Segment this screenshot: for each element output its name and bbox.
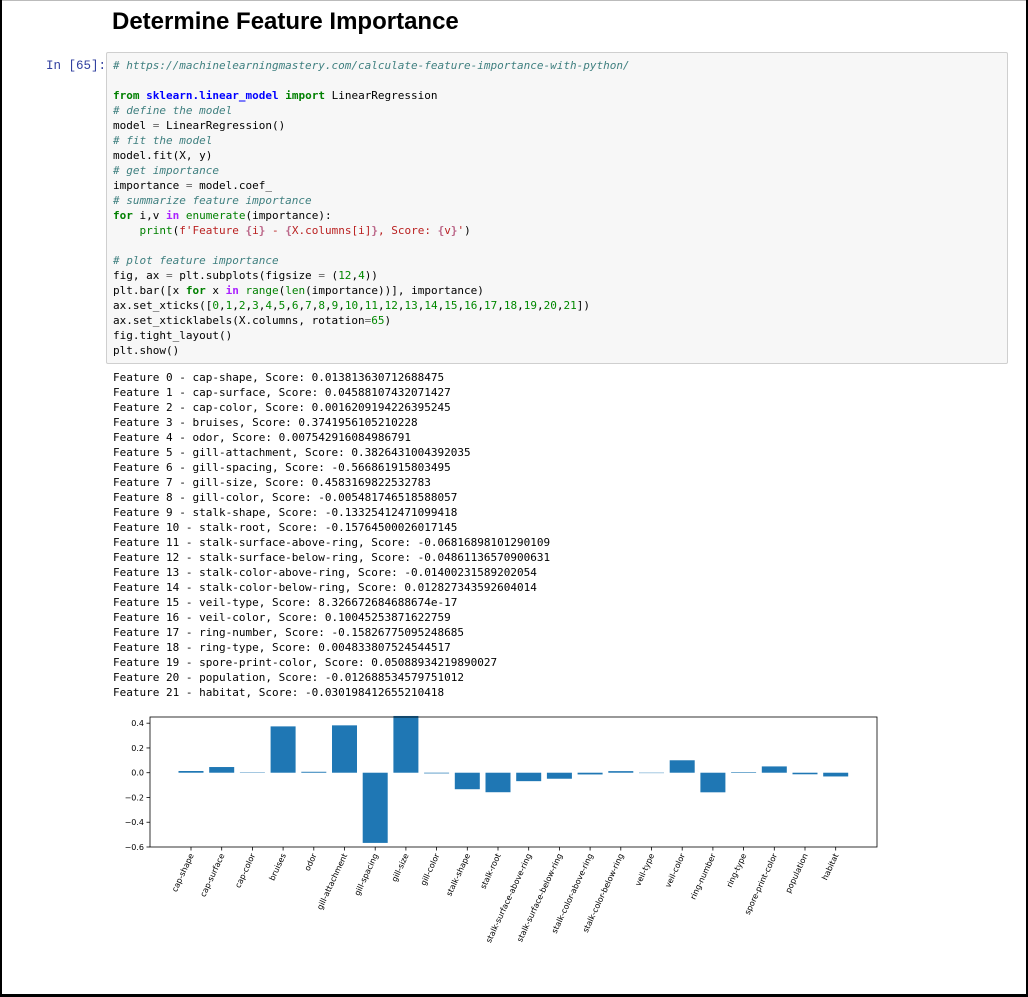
bar bbox=[700, 772, 726, 793]
x-tick-label: cap-shape bbox=[170, 852, 196, 893]
output-line: Feature 14 - stalk-color-below-ring, Sco… bbox=[113, 581, 537, 594]
code-line: fig, ax = plt.subplots(figsize = (12,4)) bbox=[113, 269, 378, 282]
output-line: Feature 18 - ring-type, Score: 0.0048338… bbox=[113, 641, 451, 654]
output-line: Feature 17 - ring-number, Score: -0.1582… bbox=[113, 626, 464, 639]
output-line: Feature 1 - cap-surface, Score: 0.045881… bbox=[113, 386, 451, 399]
output-line: Feature 4 - odor, Score: 0.0075429160849… bbox=[113, 431, 412, 444]
frame-bottom-border bbox=[0, 994, 1028, 997]
code-line: model = LinearRegression() bbox=[113, 119, 286, 132]
x-tick-label: population bbox=[784, 852, 810, 894]
code-line: for i,v in enumerate(importance): bbox=[113, 209, 332, 222]
frame-left-border bbox=[0, 0, 2, 997]
bar bbox=[301, 771, 327, 773]
output-line: Feature 5 - gill-attachment, Score: 0.38… bbox=[113, 446, 471, 459]
y-tick-label: −0.4 bbox=[125, 818, 144, 827]
x-tick-label: ring-type bbox=[725, 852, 749, 889]
output-line: Feature 20 - population, Score: -0.01268… bbox=[113, 671, 464, 684]
code-line: ax.set_xticks([0,1,2,3,4,5,6,7,8,9,10,11… bbox=[113, 299, 590, 312]
code-line: importance = model.coef_ bbox=[113, 179, 272, 192]
output-line: Feature 8 - gill-color, Score: -0.005481… bbox=[113, 491, 458, 504]
x-tick-label: cap-surface bbox=[199, 852, 227, 898]
code-line: plt.bar([x for x in range(len(importance… bbox=[113, 284, 484, 297]
bar bbox=[792, 772, 818, 775]
x-tick-label: habitat bbox=[820, 852, 840, 882]
y-tick-label: −0.2 bbox=[125, 793, 144, 802]
x-tick-label: gill-attachment bbox=[315, 852, 349, 911]
bar bbox=[424, 772, 450, 774]
bar bbox=[485, 772, 511, 793]
code-line: plt.show() bbox=[113, 344, 180, 357]
output-line: Feature 0 - cap-shape, Score: 0.01381363… bbox=[113, 371, 445, 384]
cell-output-stream: Feature 0 - cap-shape, Score: 0.01381363… bbox=[113, 370, 550, 700]
output-line: Feature 3 - bruises, Score: 0.3741956105… bbox=[113, 416, 418, 429]
y-tick-label: −0.6 bbox=[125, 843, 144, 852]
bar bbox=[393, 715, 419, 773]
bar bbox=[669, 760, 695, 773]
code-line: fig.tight_layout() bbox=[113, 329, 233, 342]
bar bbox=[823, 772, 849, 777]
x-tick-label: gill-spacing bbox=[353, 852, 380, 897]
code-line: # get importance bbox=[113, 164, 219, 177]
code-line: # summarize feature importance bbox=[113, 194, 312, 207]
frame-right-border bbox=[1026, 0, 1028, 997]
x-tick-label: gill-color bbox=[419, 851, 442, 887]
code-line: print(f'Feature {i} - {X.columns[i]}, Sc… bbox=[139, 224, 471, 237]
bar bbox=[546, 772, 572, 779]
x-tick-label: stalk-shape bbox=[444, 852, 472, 898]
x-tick-label: veil-color bbox=[663, 851, 687, 889]
output-line: Feature 16 - veil-color, Score: 0.100452… bbox=[113, 611, 451, 624]
output-line: Feature 6 - gill-spacing, Score: -0.5668… bbox=[113, 461, 451, 474]
markdown-heading: Determine Feature Importance bbox=[112, 8, 459, 35]
code-line: # plot feature importance bbox=[113, 254, 279, 267]
y-tick-label: 0.4 bbox=[131, 719, 144, 728]
x-tick-label: stalk-root bbox=[479, 852, 503, 890]
bar bbox=[270, 726, 296, 773]
y-tick-label: 0.0 bbox=[131, 769, 144, 778]
output-line: Feature 10 - stalk-root, Score: -0.15764… bbox=[113, 521, 458, 534]
bar bbox=[608, 771, 634, 773]
x-tick-label: odor bbox=[303, 851, 319, 872]
cell-prompt: In [65]: bbox=[46, 59, 107, 73]
code-line: from sklearn.linear_model import LinearR… bbox=[113, 89, 438, 102]
output-line: Feature 11 - stalk-surface-above-ring, S… bbox=[113, 536, 551, 549]
feature-importance-bar-chart: 0.4 0.2 0.0 −0.2 −0.4 −0.6 cap-shape cap-surfac… bbox=[125, 715, 878, 944]
output-line: Feature 9 - stalk-shape, Score: -0.13325… bbox=[113, 506, 458, 519]
output-line: Feature 2 - cap-color, Score: 0.00162091… bbox=[113, 401, 451, 414]
bar bbox=[454, 772, 480, 790]
x-tick-label: veil-type bbox=[633, 852, 656, 887]
x-tick-label: bruises bbox=[268, 852, 288, 882]
bar bbox=[731, 772, 757, 773]
output-line: Feature 12 - stalk-surface-below-ring, S… bbox=[113, 551, 551, 564]
x-tick-label: spore-print-color bbox=[743, 851, 780, 916]
output-line: Feature 19 - spore-print-color, Score: 0… bbox=[113, 656, 498, 669]
x-tick-label: cap-color bbox=[233, 851, 257, 889]
bar bbox=[178, 771, 204, 773]
bar bbox=[577, 772, 603, 775]
y-tick-label: 0.2 bbox=[131, 744, 144, 753]
bar bbox=[516, 772, 542, 782]
code-cell-source[interactable]: # https://machinelearningmastery.com/cal… bbox=[113, 58, 630, 358]
output-line: Feature 21 - habitat, Score: -0.03019841… bbox=[113, 686, 445, 699]
output-line: Feature 7 - gill-size, Score: 0.45831698… bbox=[113, 476, 431, 489]
bar bbox=[362, 772, 388, 843]
x-tick-label: ring-number bbox=[689, 851, 718, 901]
code-line: # https://machinelearningmastery.com/cal… bbox=[113, 59, 630, 72]
output-line: Feature 13 - stalk-color-above-ring, Sco… bbox=[113, 566, 537, 579]
bar bbox=[761, 766, 787, 773]
output-line: Feature 15 - veil-type, Score: 8.3266726… bbox=[113, 596, 458, 609]
code-cell-editor[interactable] bbox=[106, 52, 1008, 364]
code-line: model.fit(X, y) bbox=[113, 149, 213, 162]
x-tick-label: gill-size bbox=[390, 852, 411, 883]
frame-top-border bbox=[0, 0, 1028, 1]
code-line: # define the model bbox=[113, 104, 233, 117]
axes-frame bbox=[149, 716, 878, 848]
code-line: # fit the model bbox=[113, 134, 213, 147]
bar bbox=[332, 725, 357, 773]
bar bbox=[209, 767, 235, 773]
code-line: ax.set_xticklabels(X.columns, rotation=6… bbox=[113, 314, 392, 327]
